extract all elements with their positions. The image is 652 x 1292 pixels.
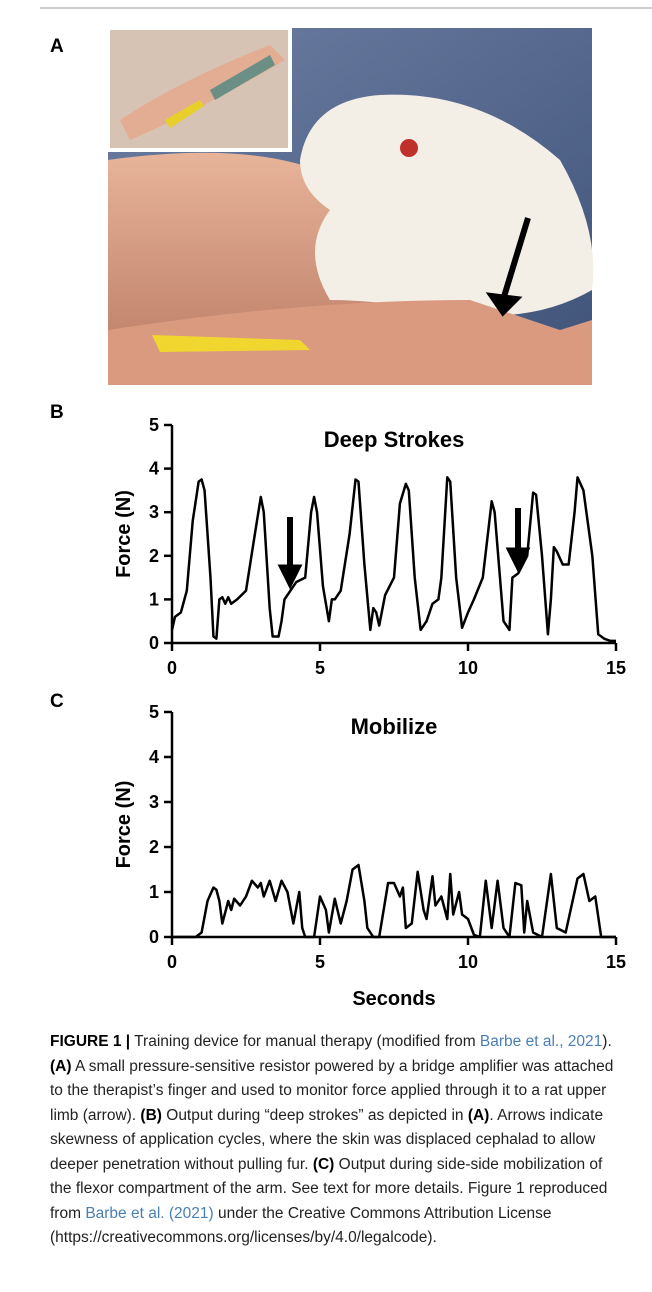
caption-text: under the Creative Commons Attribution L…: [50, 1204, 552, 1247]
chart-title: Deep Strokes: [324, 427, 465, 452]
x-tick-label: 15: [606, 952, 626, 972]
panel-label: B: [50, 402, 64, 423]
y-tick-label: 0: [149, 927, 159, 947]
caption-panel-ref: (B): [140, 1106, 162, 1124]
annotation-arrowhead: [277, 564, 303, 590]
y-tick-label: 5: [149, 702, 159, 722]
caption-label: FIGURE 1 |: [50, 1033, 131, 1050]
caption-text: Output during “deep strokes” as depicted…: [161, 1106, 468, 1124]
citation-link[interactable]: Barbe et al., 2021: [479, 1033, 603, 1050]
x-tick-label: 5: [315, 952, 325, 972]
x-tick-label: 10: [458, 952, 478, 972]
y-tick-label: 3: [149, 502, 159, 522]
y-axis-label: Force (N): [113, 781, 135, 869]
caption-panel-ref: (C): [312, 1155, 335, 1173]
panel-label: A: [50, 36, 64, 57]
x-tick-label: 15: [606, 658, 626, 678]
caption-text: A small pressure-sensitive resistor powe…: [50, 1057, 614, 1124]
y-tick-label: 2: [149, 546, 159, 566]
citation-link[interactable]: Barbe et al. (2021): [85, 1204, 214, 1222]
y-axis-label: Force (N): [113, 490, 135, 578]
caption-text: . Arrows indicate skewness of applicatio…: [50, 1106, 604, 1173]
y-tick-label: 0: [149, 633, 159, 653]
data-line: [170, 476, 616, 643]
y-tick-label: 1: [149, 882, 159, 902]
x-tick-label: 0: [167, 952, 177, 972]
annotation-arrowhead: [505, 547, 531, 573]
y-tick-label: 4: [149, 747, 159, 767]
x-tick-label: 10: [458, 658, 478, 678]
caption-panel-ref: (A): [467, 1106, 490, 1124]
x-tick-label: 0: [167, 658, 177, 678]
y-tick-label: 1: [149, 589, 159, 609]
y-tick-label: 5: [149, 415, 159, 435]
y-tick-label: 4: [149, 459, 159, 479]
caption-text: ).: [602, 1033, 612, 1050]
x-axis-label: Seconds: [352, 988, 435, 1010]
data-line: [172, 863, 616, 939]
caption-text: Training device for manual therapy (modi…: [130, 1033, 480, 1050]
caption-text: Output during side-side mobilization of …: [50, 1155, 608, 1222]
y-tick-label: 2: [149, 837, 159, 857]
chart-title: Mobilize: [351, 714, 438, 739]
photo: [106, 26, 594, 385]
y-tick-label: 3: [149, 792, 159, 812]
caption: FIGURE 1 | Training device for manual th…: [50, 1030, 618, 1251]
panel-label: C: [50, 691, 64, 712]
caption-panel-ref: (A): [50, 1057, 72, 1075]
x-tick-label: 5: [315, 658, 325, 678]
